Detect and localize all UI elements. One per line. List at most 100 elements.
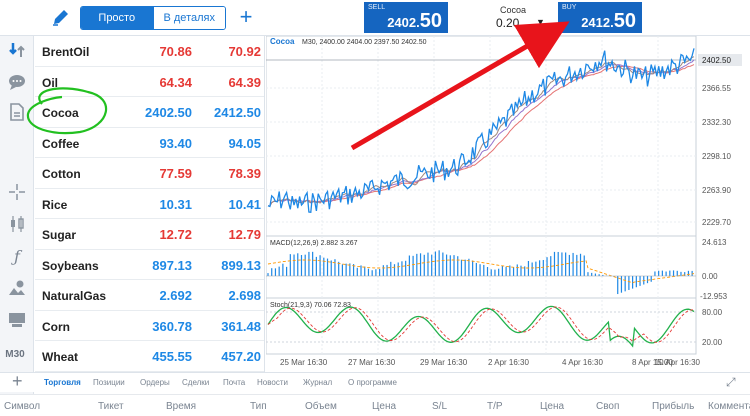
tab-7[interactable]: О программе bbox=[348, 378, 397, 387]
macd-bar bbox=[286, 266, 288, 276]
macd-bar bbox=[598, 274, 600, 276]
ask-price: 70.92 bbox=[228, 44, 261, 59]
ask-price: 361.48 bbox=[221, 318, 261, 334]
macd-bar bbox=[319, 255, 321, 276]
detailed-view-tab[interactable]: В деталях bbox=[152, 7, 225, 29]
chevron-down-icon: ▼ bbox=[536, 17, 545, 27]
macd-bar bbox=[624, 276, 626, 292]
bid-price: 360.78 bbox=[152, 318, 192, 334]
quote-row[interactable]: Wheat 455.55 457.20 bbox=[35, 341, 264, 372]
stoch-tick: 80.00 bbox=[702, 308, 723, 317]
macd-bar bbox=[650, 276, 652, 282]
macd-bar bbox=[512, 267, 515, 276]
trade-columns-header: Символ Тикет Время Тип Объем Цена S/L T/P Цена Св… bbox=[0, 394, 750, 416]
tab-1[interactable]: Позиции bbox=[93, 378, 125, 387]
objects-icon[interactable] bbox=[7, 278, 27, 298]
chat-icon[interactable] bbox=[7, 72, 27, 92]
simple-view-tab[interactable]: Просто bbox=[81, 7, 153, 29]
macd-bar bbox=[345, 263, 347, 276]
price-chart[interactable]: Cocoa M30, 2400.00 2404.00 2397.50 2402.5… bbox=[266, 36, 750, 372]
macd-bar bbox=[460, 259, 463, 276]
symbol-name: Wheat bbox=[42, 350, 78, 364]
edit-pencil-icon[interactable] bbox=[50, 6, 72, 28]
tab-3[interactable]: Сделки bbox=[182, 378, 210, 387]
macd-bar bbox=[472, 260, 474, 276]
sell-button[interactable]: SELL 2402.50 bbox=[364, 2, 448, 33]
bid-price: 70.86 bbox=[159, 44, 192, 59]
bid-price: 10.31 bbox=[159, 196, 192, 212]
volume-selector[interactable]: Cocoa 0.20 ▼ bbox=[450, 2, 556, 33]
macd-bar bbox=[457, 256, 459, 276]
macd-bar bbox=[583, 255, 585, 276]
sell-label: SELL bbox=[368, 4, 386, 11]
quote-row[interactable]: Coffee 93.40 94.05 bbox=[35, 128, 264, 158]
quote-row[interactable]: NaturalGas 2.692 2.698 bbox=[35, 280, 264, 311]
tab-6[interactable]: Журнал bbox=[303, 378, 333, 387]
add-tab-icon[interactable]: + bbox=[12, 371, 23, 391]
macd-bar bbox=[661, 270, 663, 276]
macd-bar bbox=[464, 259, 466, 276]
quote-row[interactable]: Soybeans 897.13 899.13 bbox=[35, 250, 264, 280]
quote-row[interactable]: Rice 10.31 10.41 bbox=[35, 189, 264, 219]
quote-row[interactable]: Sugar 12.72 12.79 bbox=[35, 219, 264, 250]
ask-price: 899.13 bbox=[221, 257, 261, 273]
function-icon[interactable]: ƒ bbox=[14, 246, 20, 266]
candlestick-icon[interactable] bbox=[7, 214, 27, 234]
ask-price: 10.41 bbox=[228, 196, 261, 212]
macd-bar bbox=[375, 269, 377, 276]
buy-button[interactable]: BUY 2412.50 bbox=[558, 2, 642, 33]
expand-icon[interactable]: ⤢ bbox=[726, 375, 736, 389]
macd-bar bbox=[334, 259, 336, 276]
trade-transfer-icon[interactable] bbox=[7, 40, 27, 60]
macd-bar bbox=[326, 258, 329, 276]
crosshair-icon[interactable] bbox=[7, 182, 27, 202]
date-tick: 10 Apr 16:30 bbox=[655, 358, 701, 367]
macd-tick: 0.00 bbox=[702, 272, 718, 281]
macd-bar bbox=[323, 257, 325, 276]
macd-bar bbox=[453, 255, 455, 276]
quotes-list: BrentOil 70.86 70.92 Oil 64.34 64.39 Cocoa 2402… bbox=[35, 36, 265, 372]
add-symbol-button[interactable]: + bbox=[239, 4, 253, 29]
macd-bar bbox=[538, 260, 541, 276]
macd-bar bbox=[587, 272, 589, 276]
macd-bar bbox=[520, 265, 522, 276]
timeframe-button[interactable]: M30 bbox=[5, 348, 25, 360]
tab-2[interactable]: Ордеры bbox=[140, 378, 170, 387]
macd-bar bbox=[553, 251, 556, 276]
macd-bar bbox=[367, 268, 370, 276]
macd-bar bbox=[445, 254, 448, 276]
macd-tick: -12.953 bbox=[700, 292, 728, 301]
quote-row[interactable]: Cotton 77.59 78.39 bbox=[35, 158, 264, 189]
macd-bar bbox=[449, 255, 451, 276]
macd-bar bbox=[371, 270, 373, 276]
quote-row[interactable]: Corn 360.78 361.48 bbox=[35, 311, 264, 341]
quote-row[interactable]: Oil 64.34 64.39 bbox=[35, 67, 264, 97]
macd-bar bbox=[550, 256, 552, 276]
macd-bar bbox=[300, 255, 303, 276]
macd-bar bbox=[382, 265, 384, 276]
macd-bar bbox=[390, 261, 392, 276]
macd-bar bbox=[304, 254, 306, 276]
quote-row[interactable]: BrentOil 70.86 70.92 bbox=[35, 36, 264, 67]
tab-5[interactable]: Новости bbox=[257, 378, 288, 387]
stoch-label: Stoch(21,9,3) 70.06 72.83 bbox=[270, 302, 351, 309]
bid-price: 455.55 bbox=[152, 349, 192, 364]
macd-label: MACD(12,26,9) 2.882 3.267 bbox=[270, 240, 358, 247]
tab-4[interactable]: Почта bbox=[223, 378, 246, 387]
price-tick: 2229.70 bbox=[702, 218, 731, 227]
macd-bar bbox=[360, 265, 362, 276]
macd-bar bbox=[475, 262, 477, 276]
macd-bar bbox=[416, 253, 418, 276]
templates-icon[interactable] bbox=[7, 310, 27, 330]
macd-bar bbox=[379, 269, 381, 276]
macd-bar bbox=[419, 253, 422, 276]
quote-row[interactable]: Cocoa 2402.50 2412.50 bbox=[35, 97, 264, 128]
symbol-name: BrentOil bbox=[42, 45, 90, 59]
document-icon[interactable] bbox=[7, 102, 27, 122]
column-header: Тип bbox=[250, 401, 267, 412]
buy-price: 2412.50 bbox=[581, 10, 636, 32]
ma-mid-line bbox=[267, 59, 695, 207]
bid-price: 77.59 bbox=[159, 166, 192, 181]
tab-0[interactable]: Торговля bbox=[44, 378, 81, 387]
macd-bar bbox=[274, 268, 277, 276]
